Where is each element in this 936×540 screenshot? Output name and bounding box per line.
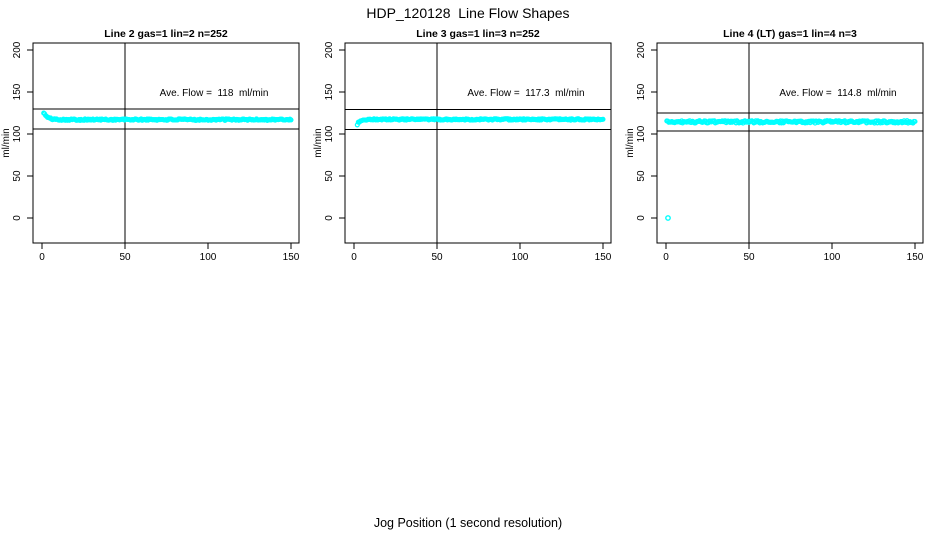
- y-tick-label: 100: [636, 125, 647, 142]
- x-tick-label: 0: [39, 252, 45, 263]
- y-axis-label: ml/min: [313, 128, 324, 157]
- ave-flow-annotation: Ave. Flow = 114.8 ml/min: [779, 88, 896, 99]
- x-tick-label: 100: [824, 252, 841, 263]
- outlier-data-point: [665, 215, 671, 221]
- ave-flow-annotation: Ave. Flow = 118 ml/min: [160, 88, 269, 99]
- x-tick-label: 0: [663, 252, 669, 263]
- y-axis-label: ml/min: [625, 128, 636, 157]
- x-tick-label: 150: [595, 252, 612, 263]
- y-tick-label: 200: [324, 41, 335, 58]
- data-point: [288, 117, 294, 123]
- plot-box: [656, 42, 924, 244]
- x-tick-label: 150: [907, 252, 924, 263]
- y-axis-label: ml/min: [1, 128, 12, 157]
- ave-flow-annotation: Ave. Flow = 117.3 ml/min: [467, 88, 584, 99]
- plot-box: [344, 42, 612, 244]
- y-tick-label: 50: [324, 170, 335, 182]
- y-tick-label: 150: [12, 83, 23, 100]
- flow-panel-line2: Line 2 gas=1 lin=2 n=252 ml/min Ave. Flo…: [1, 28, 300, 263]
- y-tick-label: 50: [12, 170, 23, 182]
- y-tick-label: 100: [12, 125, 23, 142]
- data-point: [600, 116, 606, 122]
- flow-panel-line3: Line 3 gas=1 lin=3 n=252 ml/min Ave. Flo…: [313, 28, 612, 263]
- x-tick-label: 50: [431, 252, 443, 263]
- plot-area: 0 50 100 150 0 50 100 150 200: [324, 41, 612, 263]
- figure-title: HDP_120128 Line Flow Shapes: [366, 5, 570, 21]
- y-tick-label: 200: [636, 41, 647, 58]
- y-tick-label: 0: [12, 215, 23, 221]
- x-tick-label: 50: [119, 252, 131, 263]
- x-tick-label: 50: [743, 252, 755, 263]
- y-tick-label: 200: [12, 41, 23, 58]
- x-tick-label: 150: [283, 252, 300, 263]
- y-tick-label: 0: [324, 215, 335, 221]
- y-tick-label: 150: [324, 83, 335, 100]
- plot-box: [32, 42, 300, 244]
- y-tick-label: 150: [636, 83, 647, 100]
- panel-title: Line 2 gas=1 lin=2 n=252: [104, 28, 228, 40]
- y-tick-label: 0: [636, 215, 647, 221]
- x-axis-caption: Jog Position (1 second resolution): [373, 516, 563, 530]
- x-tick-label: 0: [351, 252, 357, 263]
- flow-panel-line4: Line 4 (LT) gas=1 lin=4 n=3 ml/min Ave. …: [625, 28, 924, 263]
- panel-title: Line 3 gas=1 lin=3 n=252: [416, 28, 540, 40]
- data-point: [912, 118, 918, 125]
- panel-title: Line 4 (LT) gas=1 lin=4 n=3: [723, 28, 857, 40]
- plot-area: 0 50 100 150 0 50 100 150 200: [636, 41, 924, 263]
- x-tick-label: 100: [200, 252, 217, 263]
- plot-area: 0 50 100 150 0 50 100 150 200: [12, 41, 300, 263]
- y-tick-label: 50: [636, 170, 647, 182]
- y-tick-label: 100: [324, 125, 335, 142]
- x-tick-label: 100: [512, 252, 529, 263]
